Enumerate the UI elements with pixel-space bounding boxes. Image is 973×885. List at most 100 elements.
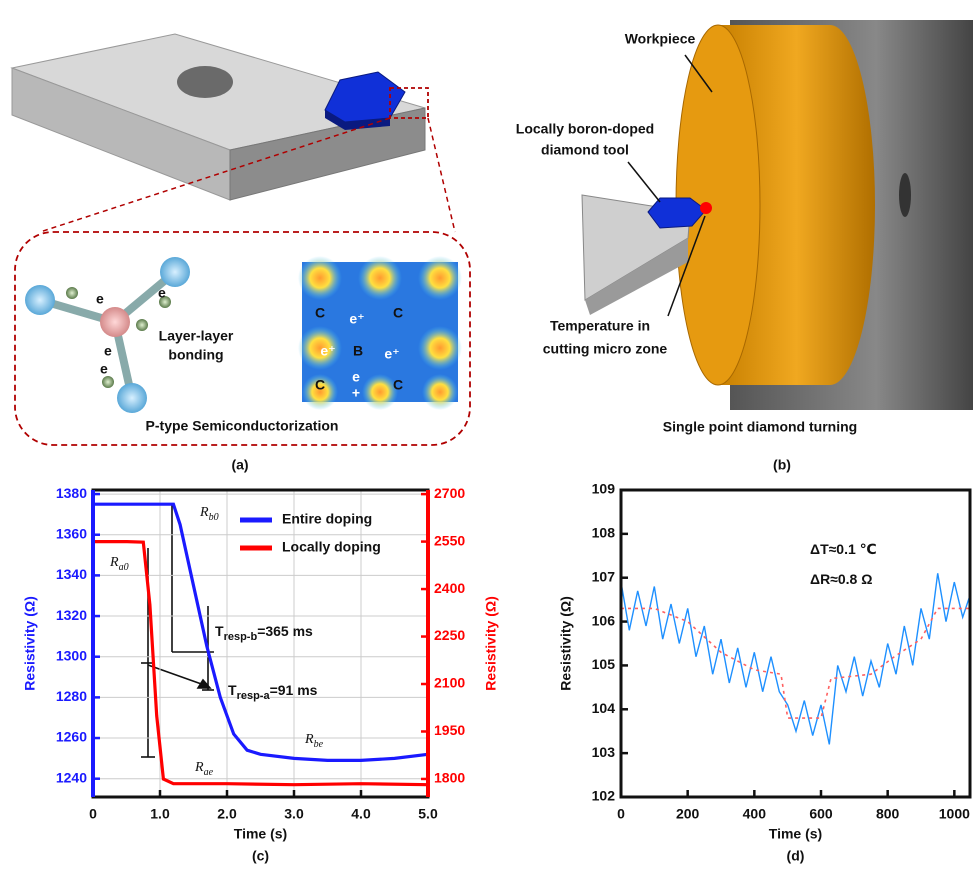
annotation-sub: a0 (119, 562, 129, 573)
y-tick-label: 1380 (56, 485, 87, 501)
panel-b: Workpiece Locally boron-doped diamond to… (516, 20, 973, 473)
annotation: Rb0 (199, 505, 219, 523)
y2-tick-label: 2100 (434, 675, 465, 691)
panel-caption: Single point diamond turning (663, 419, 857, 435)
x-tick-label: 1.0 (150, 806, 170, 822)
y2-axis-label: Resistivity (Ω) (483, 596, 499, 690)
annotation: Tresp-a=91 ms (228, 682, 318, 702)
x-axis-label: Time (s) (769, 826, 822, 842)
x-tick-label: 400 (743, 806, 767, 822)
y2-tick-label: 2700 (434, 485, 465, 501)
plot-frame (93, 490, 428, 797)
x-tick-label: 200 (676, 806, 700, 822)
series-line (621, 608, 970, 718)
annotation: ΔR≈0.8 Ω (810, 571, 872, 587)
panel-label: (a) (231, 457, 248, 473)
annotation-text: R (304, 732, 314, 747)
tool-label: diamond tool (541, 142, 629, 158)
tool-label: Locally boron-doped (516, 121, 654, 137)
annotation: Tresp-b=365 ms (215, 623, 313, 643)
y2-tick-label: 1800 (434, 770, 465, 786)
hole-label: e (352, 369, 360, 385)
lattice-atom: C (393, 377, 403, 393)
annotation-text: R (109, 555, 119, 570)
y-tick-label: 109 (592, 481, 616, 497)
panel-a: e e e e Layer-layer bonding C C C C B e⁺… (12, 34, 470, 473)
y-tick-label: 103 (592, 744, 616, 760)
electron (66, 287, 78, 299)
legend-label: Entire doping (282, 511, 372, 527)
workpiece-label: Workpiece (625, 31, 696, 47)
annotation-text: ΔR≈0.8 Ω (810, 571, 872, 587)
y-tick-label: 1260 (56, 729, 87, 745)
lattice-atom: C (315, 305, 325, 321)
y-tick-label: 107 (592, 568, 616, 584)
y2-tick-label: 2550 (434, 532, 465, 548)
y-tick-label: 104 (592, 700, 616, 716)
annotation-after: =365 ms (257, 623, 313, 639)
y-tick-label: 102 (592, 788, 616, 804)
y-tick-label: 1240 (56, 769, 87, 785)
y-tick-label: 1360 (56, 525, 87, 541)
annotation-text: ΔT≈0.1 ℃ (810, 541, 877, 557)
arrow (628, 162, 660, 202)
electron-label: e (96, 291, 104, 307)
atom-c (160, 257, 190, 287)
y-tick-label: 1280 (56, 688, 87, 704)
annotation-after: =91 ms (270, 682, 318, 698)
chuck-hole (899, 173, 911, 217)
annotation: Rae (194, 760, 214, 778)
bonding-label: Layer-layer (159, 328, 234, 344)
annotation-text: R (199, 505, 209, 520)
annotation-sub: b0 (209, 512, 219, 523)
annotation-sub: resp-a (237, 690, 271, 702)
electron-label: e (104, 343, 112, 359)
electron (102, 376, 114, 388)
annotation-sub: be (314, 739, 324, 750)
panel-caption: P-type Semiconductorization (146, 418, 339, 434)
panel-label: (d) (787, 848, 805, 864)
hole-label: e⁺ (320, 343, 335, 359)
plate-hole (177, 66, 233, 98)
y2-tick-label: 1950 (434, 722, 465, 738)
x-tick-label: 0 (617, 806, 625, 822)
atom-c (25, 285, 55, 315)
lattice-atom: C (393, 305, 403, 321)
x-tick-label: 1000 (939, 806, 970, 822)
x-tick-label: 5.0 (418, 806, 438, 822)
y-tick-label: 105 (592, 656, 616, 672)
x-tick-label: 800 (876, 806, 900, 822)
series-group (621, 573, 970, 744)
annotation-sub: ae (204, 767, 214, 778)
hot-spot (700, 202, 712, 214)
panel-label: (b) (773, 457, 791, 473)
x-tick-label: 3.0 (284, 806, 304, 822)
legend-label: Locally doping (282, 539, 381, 555)
atom-b (100, 307, 130, 337)
electron (136, 319, 148, 331)
hole-label: e⁺ (384, 346, 399, 362)
zoom-line (428, 118, 455, 232)
temperature-label: cutting micro zone (543, 341, 668, 357)
annotation-sub: resp-b (224, 631, 258, 643)
y-tick-label: 1320 (56, 607, 87, 623)
y-tick-label: 108 (592, 525, 616, 541)
temperature-label: Temperature in (550, 318, 650, 334)
figure: e e e e Layer-layer bonding C C C C B e⁺… (0, 0, 973, 880)
electron-label: e (100, 361, 108, 377)
y-tick-label: 1340 (56, 566, 87, 582)
lattice-atom: C (315, 377, 325, 393)
hole-sign: + (352, 385, 360, 401)
y2-tick-label: 2400 (434, 580, 465, 596)
annotation: ΔT≈0.1 ℃ (810, 541, 877, 557)
x-axis-label: Time (s) (234, 826, 287, 842)
x-tick-label: 2.0 (217, 806, 237, 822)
y-axis-label: Resistivity (Ω) (22, 596, 38, 690)
y-axis-label: Resistivity (Ω) (558, 596, 574, 690)
lattice-atom: B (353, 343, 363, 359)
atom-c (117, 383, 147, 413)
panel-label: (c) (252, 848, 269, 864)
y-tick-label: 1300 (56, 647, 87, 663)
